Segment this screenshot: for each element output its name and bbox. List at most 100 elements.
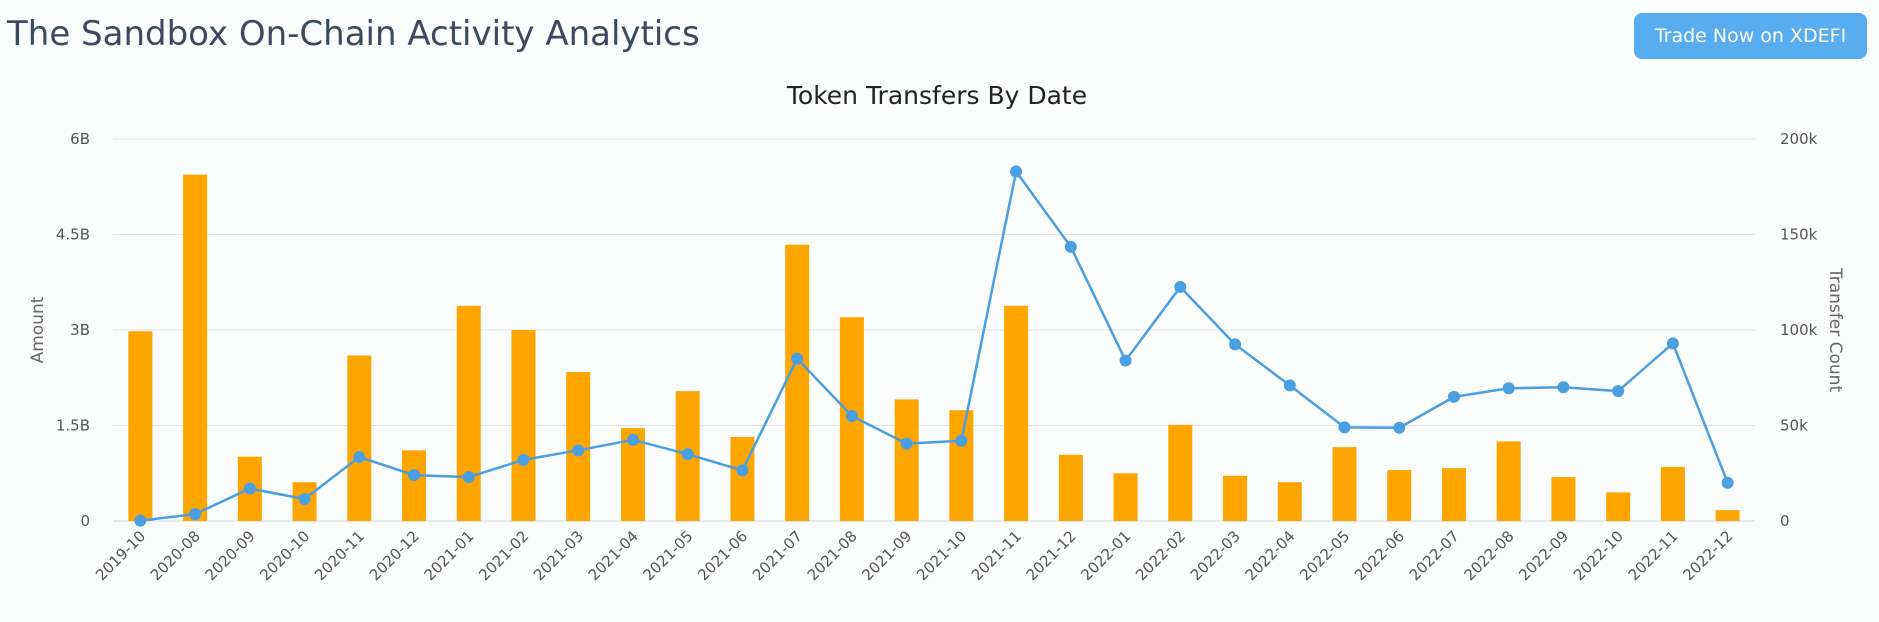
x-tick-label: 2021-09	[858, 527, 915, 584]
x-tick-label: 2021-11	[968, 527, 1025, 584]
point-2020-09[interactable]	[243, 482, 256, 495]
bar-2022-03[interactable]	[1223, 475, 1248, 521]
bar-2022-05[interactable]	[1332, 447, 1357, 521]
point-2021-11[interactable]	[1010, 165, 1023, 178]
bar-2022-07[interactable]	[1441, 468, 1466, 521]
point-2021-10[interactable]	[955, 434, 968, 447]
bar-2022-10[interactable]	[1606, 492, 1631, 521]
point-2019-10[interactable]	[134, 514, 147, 527]
bar-2022-11[interactable]	[1660, 466, 1685, 521]
point-2021-12[interactable]	[1064, 240, 1077, 253]
bar-2022-08[interactable]	[1496, 441, 1521, 521]
left-tick-label: 1.5B	[56, 417, 90, 435]
right-tick-label: 50k	[1780, 417, 1808, 435]
point-2022-10[interactable]	[1612, 385, 1625, 398]
bar-2021-02[interactable]	[511, 330, 536, 521]
x-tick-label: 2020-11	[311, 527, 368, 584]
bar-2020-11[interactable]	[347, 355, 372, 521]
x-tick-label: 2022-10	[1570, 527, 1627, 584]
x-tick-label: 2020-10	[256, 527, 313, 584]
x-tick-label: 2022-07	[1406, 527, 1463, 584]
x-tick-label: 2021-05	[639, 527, 696, 584]
x-axis-ticks: 2019-102020-082020-092020-102020-112020-…	[92, 527, 1736, 584]
line-series	[134, 165, 1734, 527]
x-tick-label: 2019-10	[92, 527, 149, 584]
left-axis-ticks: 0 1.5B 3B 4.5B 6B	[56, 130, 90, 530]
bar-2022-06[interactable]	[1387, 470, 1412, 521]
bar-2021-12[interactable]	[1058, 454, 1083, 521]
left-tick-label: 6B	[70, 130, 90, 148]
point-2020-11[interactable]	[353, 451, 366, 464]
point-2021-08[interactable]	[845, 409, 858, 422]
left-tick-label: 0	[80, 512, 90, 530]
x-tick-label: 2021-02	[475, 527, 532, 584]
point-2022-03[interactable]	[1229, 338, 1242, 351]
bar-2022-12[interactable]	[1715, 510, 1740, 521]
point-2021-06[interactable]	[736, 464, 749, 477]
trade-now-button[interactable]: Trade Now on XDEFI	[1634, 13, 1867, 59]
point-2020-08[interactable]	[189, 508, 202, 521]
point-2021-04[interactable]	[626, 433, 639, 446]
point-2022-09[interactable]	[1557, 381, 1570, 394]
x-tick-label: 2020-12	[366, 527, 423, 584]
right-tick-label: 200k	[1780, 130, 1818, 148]
x-tick-label: 2022-01	[1077, 527, 1134, 584]
bar-2021-11[interactable]	[1004, 305, 1029, 521]
x-tick-label: 2021-01	[421, 527, 478, 584]
bar-2022-09[interactable]	[1551, 477, 1576, 521]
bar-2022-01[interactable]	[1113, 473, 1138, 521]
right-tick-label: 100k	[1780, 321, 1818, 339]
point-2022-12[interactable]	[1721, 476, 1734, 489]
point-2020-10[interactable]	[298, 493, 311, 506]
x-tick-label: 2021-03	[530, 527, 587, 584]
point-2021-09[interactable]	[900, 437, 913, 450]
bar-2021-07[interactable]	[785, 244, 810, 522]
point-2021-02[interactable]	[517, 453, 530, 466]
x-tick-label: 2020-09	[202, 527, 259, 584]
x-tick-label: 2022-05	[1296, 527, 1353, 584]
left-axis-title: Amount	[28, 296, 48, 363]
point-2022-05[interactable]	[1338, 421, 1351, 434]
point-2022-04[interactable]	[1283, 379, 1296, 392]
x-tick-label: 2022-12	[1679, 527, 1736, 584]
x-tick-label: 2022-09	[1515, 527, 1572, 584]
grid-lines	[113, 138, 1755, 522]
bar-2020-08[interactable]	[183, 174, 208, 522]
point-2020-12[interactable]	[408, 469, 421, 482]
point-2022-11[interactable]	[1666, 337, 1679, 350]
x-tick-label: 2021-08	[804, 527, 861, 584]
right-tick-label: 0	[1780, 512, 1790, 530]
point-2022-06[interactable]	[1393, 421, 1406, 434]
point-2022-02[interactable]	[1174, 281, 1187, 294]
left-tick-label: 3B	[70, 321, 90, 339]
point-2021-03[interactable]	[572, 444, 585, 457]
point-2021-05[interactable]	[681, 448, 694, 461]
chart-title: Token Transfers By Date	[786, 81, 1087, 110]
point-2021-07[interactable]	[791, 352, 804, 365]
bar-2022-02[interactable]	[1168, 424, 1193, 521]
x-tick-label: 2021-07	[749, 527, 806, 584]
bar-series	[128, 174, 1740, 522]
right-axis-ticks: 0 50k 100k 150k 200k	[1780, 130, 1818, 530]
bar-2019-10[interactable]	[128, 331, 153, 521]
x-tick-label: 2022-03	[1187, 527, 1244, 584]
x-tick-label: 2022-02	[1132, 527, 1189, 584]
right-axis-title: Transfer Count	[1825, 267, 1845, 393]
x-tick-label: 2022-08	[1460, 527, 1517, 584]
x-tick-label: 2020-08	[147, 527, 204, 584]
x-tick-label: 2021-06	[694, 527, 751, 584]
bar-2021-10[interactable]	[949, 410, 974, 521]
point-2022-01[interactable]	[1119, 354, 1132, 367]
point-2021-01[interactable]	[462, 471, 475, 484]
point-2022-08[interactable]	[1502, 382, 1515, 395]
x-tick-label: 2021-10	[913, 527, 970, 584]
bar-2021-09[interactable]	[894, 399, 919, 521]
bar-2020-12[interactable]	[402, 450, 427, 521]
x-tick-label: 2022-11	[1625, 527, 1682, 584]
bar-2021-06[interactable]	[730, 436, 755, 521]
transfer-count-line	[140, 170, 1729, 522]
point-2022-07[interactable]	[1447, 390, 1460, 403]
bar-2022-04[interactable]	[1277, 482, 1302, 521]
bar-2021-01[interactable]	[456, 305, 481, 521]
